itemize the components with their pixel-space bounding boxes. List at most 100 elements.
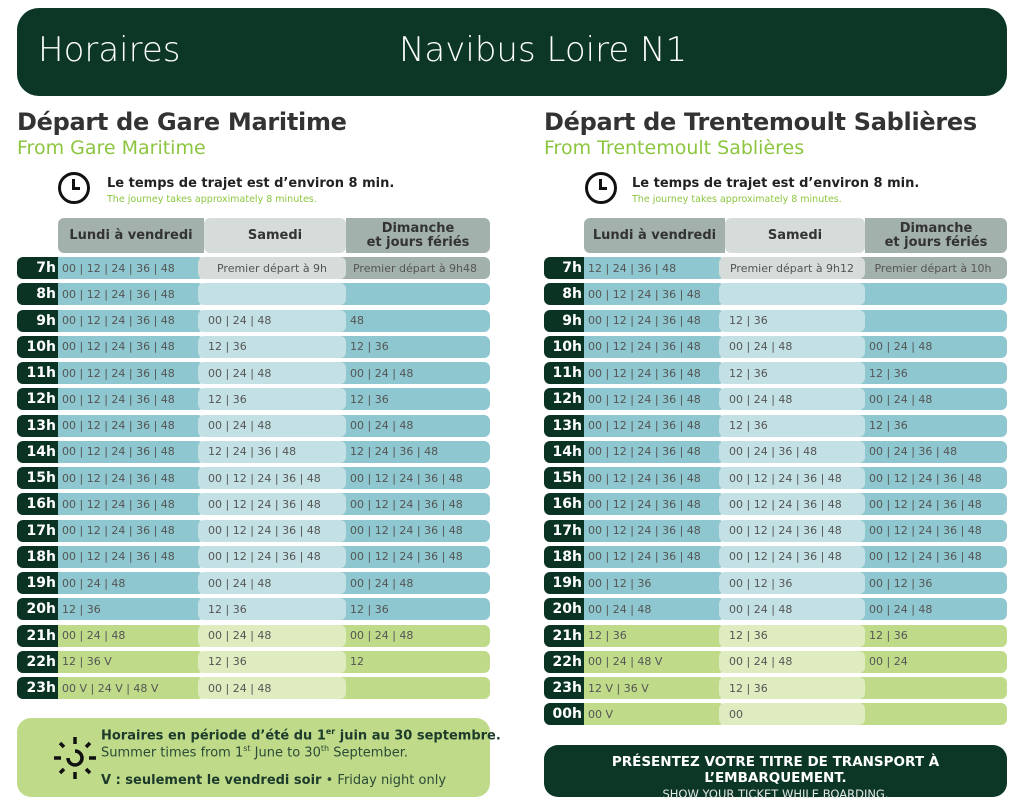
table-row: 13h 00 | 12 | 24 | 36 | 48 00 | 24 | 48 00 …: [17, 414, 490, 437]
hour-badge: 11h: [544, 362, 584, 384]
cell-saturday: 00 | 12 | 24 | 36 | 48: [719, 519, 865, 542]
table-row: 9h 00 | 12 | 24 | 36 | 48 00 | 24 | 48 48: [17, 309, 490, 332]
hour-badge: 15h: [17, 467, 58, 489]
cell-weekdays: 12 V | 36 V: [584, 677, 725, 699]
hour-badge: 21h: [17, 624, 58, 647]
clock-icon: [585, 172, 617, 204]
hour-badge: 23h: [17, 677, 58, 699]
cell-sunday: 00 | 12 | 24 | 36 | 48: [859, 519, 1007, 542]
cell-sunday: 48: [340, 309, 490, 332]
ticket-notice-fr: PRÉSENTEZ VOTRE TITRE DE TRANSPORT À L’E…: [611, 754, 940, 786]
cell-weekdays: 00 | 12 | 24 | 36 | 48: [584, 440, 725, 463]
table-row: 12h 00 | 12 | 24 | 36 | 48 12 | 36 12 | 36: [17, 388, 490, 411]
cell-sunday: [859, 703, 1007, 726]
cell-sunday: 12 | 36: [859, 414, 1007, 437]
hour-badge: 17h: [544, 519, 584, 542]
table-row: 9h 00 | 12 | 24 | 36 | 48 12 | 36: [544, 309, 1007, 332]
cell-sunday: 00 | 12 | 24 | 36 | 48: [859, 545, 1007, 568]
table-header: Lundi à vendredi Samedi Dimanche et jour…: [58, 218, 490, 253]
table-row: 14h 00 | 12 | 24 | 36 | 48 12 | 24 | 36 | …: [17, 440, 490, 463]
column-header-saturday: Samedi: [725, 218, 865, 253]
hour-badge: 22h: [544, 650, 584, 673]
hour-badge: 16h: [17, 493, 58, 516]
table-row: 17h 00 | 12 | 24 | 36 | 48 00 | 12 | 24 | …: [17, 519, 490, 542]
cell-weekdays: 00 | 12 | 24 | 36 | 48: [584, 467, 725, 489]
cell-saturday: 12 | 24 | 36 | 48: [198, 440, 346, 463]
cell-sunday: 00 | 24 | 48: [340, 624, 490, 647]
hour-badge: 19h: [544, 572, 584, 594]
cell-saturday: 00 | 12 | 24 | 36 | 48: [198, 467, 346, 489]
cell-weekdays: 00 | 24 | 48: [58, 624, 204, 647]
cell-saturday: 12 | 36: [198, 598, 346, 621]
table-row: 11h 00 | 12 | 24 | 36 | 48 12 | 36 12 | 36: [544, 362, 1007, 384]
hour-badge: 10h: [544, 335, 584, 358]
cell-weekdays: 00 | 12 | 24 | 36 | 48: [58, 414, 204, 437]
cell-saturday: Premier départ à 9h: [198, 257, 346, 279]
table-row: 15h 00 | 12 | 24 | 36 | 48 00 | 12 | 24 | …: [17, 467, 490, 489]
summer-notice: Horaires en période d’été du 1er juin au…: [17, 718, 501, 797]
cell-sunday: 12 | 24 | 36 | 48: [340, 440, 490, 463]
line-name: Navibus Loire N1: [399, 30, 688, 70]
cell-sunday: 12 | 36: [340, 335, 490, 358]
hour-badge: 16h: [544, 493, 584, 516]
cell-weekdays: 12 | 36: [584, 624, 725, 647]
cell-sunday: 00 | 12 | 36: [859, 572, 1007, 594]
cell-weekdays: 00 | 12 | 24 | 36 | 48: [584, 414, 725, 437]
page-title: Horaires: [38, 30, 181, 70]
cell-sunday: 00 | 12 | 24 | 36 | 48: [859, 467, 1007, 489]
cell-saturday: Premier départ à 9h12: [719, 257, 865, 279]
cell-weekdays: 00 | 12 | 24 | 36 | 48: [58, 362, 204, 384]
cell-weekdays: 00 | 12 | 24 | 36 | 48: [584, 309, 725, 332]
cell-weekdays: 12 | 36: [58, 598, 204, 621]
cell-sunday: [340, 677, 490, 699]
cell-saturday: 12 | 36: [719, 309, 865, 332]
cell-sunday: 00 | 12 | 24 | 36 | 48: [340, 467, 490, 489]
hour-badge: 18h: [17, 545, 58, 568]
hour-badge: 21h: [544, 624, 584, 647]
table-row: 16h 00 | 12 | 24 | 36 | 48 00 | 12 | 24 | …: [17, 493, 490, 516]
table-row: 22h 00 | 24 | 48 V 00 | 24 | 48 00 | 24: [544, 650, 1007, 673]
cell-saturday: 12 | 36: [719, 624, 865, 647]
cell-saturday: 00 | 24 | 48: [719, 388, 865, 411]
hour-badge: 9h: [544, 309, 584, 332]
table-row: 7h 00 | 12 | 24 | 36 | 48 Premier départ à…: [17, 257, 490, 279]
cell-weekdays: 00 | 12 | 24 | 36 | 48: [58, 440, 204, 463]
table-row: 8h 00 | 12 | 24 | 36 | 48: [17, 283, 490, 306]
cell-sunday: Premier départ à 9h48: [340, 257, 490, 279]
table-header: Lundi à vendredi Samedi Dimanche et jour…: [584, 218, 1007, 253]
table-row: 21h 00 | 24 | 48 00 | 24 | 48 00 | 24 | 48: [17, 624, 490, 647]
cell-weekdays: 00 | 12 | 24 | 36 | 48: [58, 283, 204, 306]
cell-sunday: [340, 283, 490, 306]
cell-saturday: 00 | 24 | 48: [719, 335, 865, 358]
cell-sunday: 00 | 24 | 48: [859, 388, 1007, 411]
table-row: 12h 00 | 12 | 24 | 36 | 48 00 | 24 | 48 00 …: [544, 388, 1007, 411]
journey-time-en: The journey takes approximately 8 minute…: [632, 194, 842, 205]
cell-saturday: 00 | 12 | 24 | 36 | 48: [198, 493, 346, 516]
table-row: 23h 00 V | 24 V | 48 V 00 | 24 | 48: [17, 677, 490, 699]
table-row: 20h 00 | 24 | 48 00 | 24 | 48 00 | 24 | 48: [544, 598, 1007, 621]
table-row: 10h 00 | 12 | 24 | 36 | 48 00 | 24 | 48 00 …: [544, 335, 1007, 358]
table-row: 23h 12 V | 36 V 12 | 36: [544, 677, 1007, 699]
cell-sunday: 00 | 24 | 48: [340, 414, 490, 437]
cell-weekdays: 12 | 24 | 36 | 48: [584, 257, 725, 279]
cell-saturday: 00 | 24 | 36 | 48: [719, 440, 865, 463]
cell-saturday: 00 | 24 | 48: [198, 362, 346, 384]
cell-saturday: 00 | 24 | 48: [198, 624, 346, 647]
column-header-weekdays: Lundi à vendredi: [58, 218, 204, 253]
cell-sunday: 00 | 24: [859, 650, 1007, 673]
hour-badge: 14h: [17, 440, 58, 463]
cell-weekdays: 00 V | 24 V | 48 V: [58, 677, 204, 699]
cell-weekdays: 00 | 12 | 36: [584, 572, 725, 594]
cell-saturday: 00 | 12 | 24 | 36 | 48: [719, 545, 865, 568]
cell-saturday: 00 | 12 | 24 | 36 | 48: [719, 467, 865, 489]
cell-saturday: 12 | 36: [719, 414, 865, 437]
journey-time-en: The journey takes approximately 8 minute…: [107, 194, 317, 205]
cell-weekdays: 00 | 12 | 24 | 36 | 48: [584, 493, 725, 516]
table-row: 18h 00 | 12 | 24 | 36 | 48 00 | 12 | 24 | …: [17, 545, 490, 568]
journey-time-fr: Le temps de trajet est d’environ 8 min.: [107, 176, 395, 191]
cell-sunday: 12 | 36: [340, 388, 490, 411]
cell-saturday: 00 | 24 | 48: [719, 598, 865, 621]
timetable-gare-maritime: 7h 00 | 12 | 24 | 36 | 48 Premier départ à…: [17, 257, 490, 703]
cell-weekdays: 00 | 24 | 48: [584, 598, 725, 621]
table-row: 15h 00 | 12 | 24 | 36 | 48 00 | 12 | 24 | …: [544, 467, 1007, 489]
